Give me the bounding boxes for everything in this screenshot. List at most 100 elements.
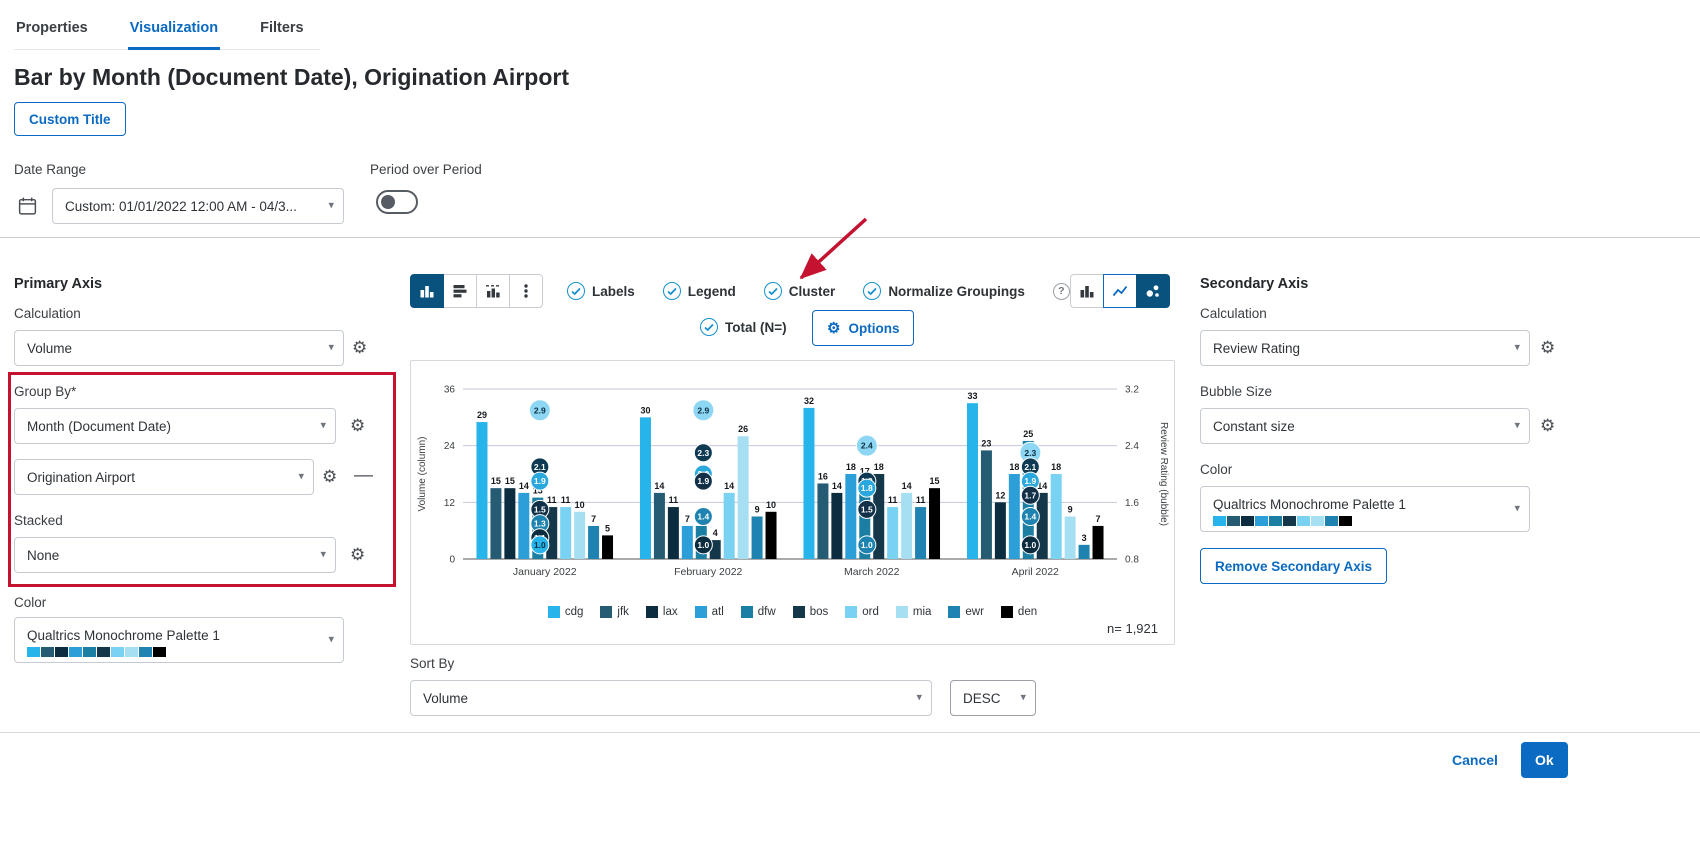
legend-swatch <box>845 606 858 618</box>
rating-bubble <box>530 471 550 491</box>
stacked-select[interactable]: None ▾ <box>14 537 336 573</box>
secondary-line-chart-button[interactable] <box>1103 274 1137 308</box>
bar-value-label: 11 <box>669 495 679 505</box>
bar-value-label: 17 <box>860 467 870 477</box>
ok-button[interactable]: Ok <box>1521 742 1568 778</box>
bar <box>737 436 749 559</box>
secondary-bubble-chart-button[interactable] <box>1136 274 1170 308</box>
palette-swatch <box>55 646 68 657</box>
help-icon[interactable]: ? <box>1052 282 1070 300</box>
legend-swatch <box>600 606 613 618</box>
legend-label: mia <box>912 606 932 618</box>
bubble-value-label: 1.3 <box>534 519 546 529</box>
rating-bubble <box>693 507 713 526</box>
left-axis-tick: 36 <box>444 385 456 396</box>
remove-group-by-button[interactable]: — <box>354 465 373 486</box>
secondary-color-value: Qualtrics Monochrome Palette 1 <box>1213 497 1406 513</box>
tab-properties[interactable]: Properties <box>16 20 88 36</box>
tab-visualization[interactable]: Visualization <box>127 12 221 50</box>
tab-filters[interactable]: Filters <box>260 20 304 36</box>
cancel-button[interactable]: Cancel <box>1452 752 1498 768</box>
legend-item: lax <box>645 606 678 618</box>
bubble-value-label: 1.9 <box>697 476 709 486</box>
custom-title-button[interactable]: Custom Title <box>14 102 126 136</box>
secondary-bar-chart-button[interactable] <box>1070 274 1104 308</box>
vertical-bar-chart-button[interactable] <box>410 274 444 308</box>
bar <box>980 450 992 559</box>
primary-color-select[interactable]: Qualtrics Monochrome Palette 1 ▾ <box>14 617 344 663</box>
bar-value-label: 7 <box>685 514 690 524</box>
legend-swatch <box>694 606 707 618</box>
sort-direction-select[interactable]: DESC ▾ <box>950 680 1036 716</box>
labels-toggle[interactable]: Labels <box>567 282 635 300</box>
bar <box>887 507 899 559</box>
secondary-calculation-select[interactable]: Review Rating ▾ <box>1200 330 1530 366</box>
legend-item: bos <box>792 606 828 618</box>
secondary-color-select[interactable]: Qualtrics Monochrome Palette 1 ▾ <box>1200 486 1530 532</box>
secondary-calculation-gear-icon[interactable]: ⚙ <box>1540 338 1556 357</box>
bubble-value-label: 1.9 <box>1024 476 1036 486</box>
primary-calculation-label: Calculation <box>14 306 81 321</box>
period-over-period-toggle[interactable] <box>376 190 418 214</box>
bar <box>639 417 651 559</box>
benchmark-bar-chart-button[interactable] <box>476 274 510 308</box>
checked-icon <box>763 282 782 300</box>
normalize-groupings-toggle[interactable]: Normalize Groupings <box>863 282 1025 300</box>
remove-secondary-axis-button[interactable]: Remove Secondary Axis <box>1200 548 1388 584</box>
primary-color-label: Color <box>14 595 47 610</box>
options-button[interactable]: ⚙ Options <box>812 310 915 346</box>
palette-swatch <box>27 646 40 657</box>
horizontal-bar-chart-button[interactable] <box>443 274 477 308</box>
bubble-size-select[interactable]: Constant size ▾ <box>1200 408 1530 444</box>
group-by-airport-select[interactable]: Origination Airport ▾ <box>14 459 314 495</box>
checked-icon <box>863 282 882 300</box>
calendar-icon[interactable] <box>17 196 38 222</box>
bar <box>560 507 572 559</box>
bar <box>915 507 927 559</box>
primary-chart-type-group <box>410 274 543 308</box>
legend-swatch <box>740 606 753 618</box>
chevron-down-icon: ▾ <box>1514 341 1520 354</box>
legend-swatch <box>948 606 961 618</box>
bubble-value-label: 2.1 <box>534 462 546 472</box>
chart-option-toggles: Labels Legend Cluster Normalize Grouping… <box>567 274 1070 308</box>
group-by-month-gear-icon[interactable]: ⚙ <box>350 416 366 435</box>
right-axis-tick: 0.8 <box>1125 555 1139 566</box>
group-by-airport-gear-icon[interactable]: ⚙ <box>322 467 338 486</box>
bar-value-label: 25 <box>1023 429 1033 439</box>
right-axis-tick: 3.2 <box>1125 385 1139 396</box>
bar-value-label: 3 <box>1082 533 1087 543</box>
bar-value-label: 15 <box>491 476 501 486</box>
calculation-settings-gear-icon[interactable]: ⚙ <box>352 338 368 357</box>
bubble-value-label: 1.0 <box>1024 540 1036 550</box>
bar-value-label: 18 <box>1009 462 1019 472</box>
bubble-size-gear-icon[interactable]: ⚙ <box>1540 416 1556 435</box>
bubble-value-label: 1.5 <box>534 504 546 514</box>
bar-value-label: 30 <box>640 405 650 415</box>
cluster-toggle[interactable]: Cluster <box>763 282 835 300</box>
palette-swatch <box>1255 515 1268 526</box>
group-by-month-select[interactable]: Month (Document Date) ▾ <box>14 408 336 444</box>
total-n-toggle[interactable]: Total (N=) <box>700 318 787 336</box>
bubble-size-label: Bubble Size <box>1200 384 1273 399</box>
bubble-value-label: 2.9 <box>534 405 546 415</box>
rating-bubble <box>1020 507 1040 526</box>
secondary-calculation-value: Review Rating <box>1213 340 1301 356</box>
primary-calculation-select[interactable]: Volume ▾ <box>14 330 344 366</box>
sort-by-select[interactable]: Volume ▾ <box>410 680 932 716</box>
legend-toggle[interactable]: Legend <box>662 282 736 300</box>
date-range-select[interactable]: Custom: 01/01/2022 12:00 AM - 04/3... ▾ <box>52 188 344 224</box>
color-palette-strip <box>27 646 220 657</box>
palette-swatch <box>125 646 138 657</box>
bar-value-label: 18 <box>846 462 856 472</box>
rating-bubble <box>693 443 713 463</box>
checked-icon <box>700 318 718 336</box>
more-options-button[interactable] <box>509 274 543 308</box>
bar <box>1036 492 1048 559</box>
chevron-down-icon: ▾ <box>328 199 334 212</box>
sort-direction-value: DESC <box>963 690 1001 706</box>
left-axis-label: Volume (column) <box>417 436 428 511</box>
legend-item: cdg <box>547 606 583 618</box>
stacked-gear-icon[interactable]: ⚙ <box>350 545 366 564</box>
